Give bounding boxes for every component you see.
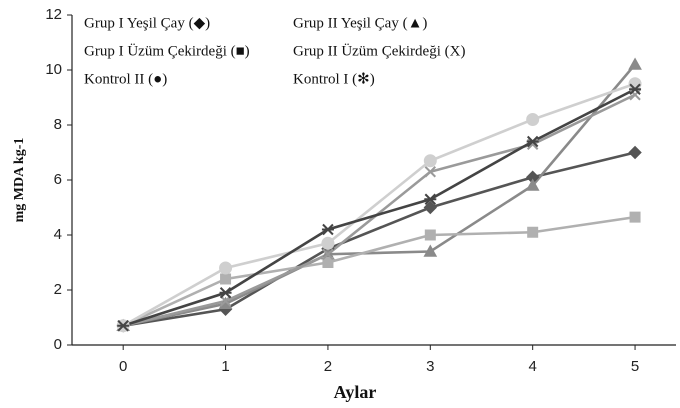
marker <box>424 166 437 178</box>
marker <box>423 154 437 168</box>
marker <box>526 113 540 126</box>
x-tick-label: 5 <box>631 358 639 375</box>
legend-label: Grup I Yeşil Çay (◆) <box>84 15 210 31</box>
y-tick-label: 10 <box>45 61 62 78</box>
x-tick-label: 0 <box>119 358 127 375</box>
marker <box>423 200 438 215</box>
marker <box>629 211 641 223</box>
series-line <box>122 82 636 327</box>
series-line <box>122 151 636 328</box>
marker <box>117 320 130 332</box>
legend-label: Grup II Üzüm Çekirdeği (X) <box>293 42 465 59</box>
marker <box>321 223 334 236</box>
marker <box>525 178 540 191</box>
legend-label: Grup II Yeşil Çay (▲) <box>293 15 427 31</box>
marker <box>527 226 539 238</box>
y-axis-label: mg MDA kg-1 <box>12 138 27 223</box>
x-tick-label: 3 <box>426 358 434 375</box>
series-line <box>122 215 636 327</box>
x-tick-label: 2 <box>324 358 332 375</box>
x-tick-label: 4 <box>529 358 537 375</box>
marker <box>321 236 335 250</box>
marker <box>628 57 642 70</box>
marker <box>219 295 232 307</box>
y-tick-label: 12 <box>45 6 62 23</box>
marker <box>628 145 642 160</box>
legend-label: Kontrol I (✻) <box>293 71 375 87</box>
marker <box>219 287 232 299</box>
y-tick-label: 8 <box>54 116 62 133</box>
legend-label: Kontrol II (●) <box>84 71 167 87</box>
y-tick-label: 2 <box>54 281 62 298</box>
series-line <box>122 88 636 327</box>
marker <box>423 244 438 257</box>
y-tick-label: 0 <box>54 336 62 353</box>
marker <box>424 193 437 205</box>
y-tick-label: 4 <box>54 226 62 243</box>
x-axis-label: Aylar <box>334 382 377 402</box>
marker <box>629 83 642 95</box>
legend-label: Grup I Üzüm Çekirdeği (■) <box>84 42 250 59</box>
y-tick-label: 6 <box>54 171 62 188</box>
marker <box>220 273 232 285</box>
series-line <box>122 93 636 328</box>
series-line <box>122 63 637 328</box>
marker <box>219 261 233 275</box>
marker <box>424 229 436 241</box>
marker <box>526 135 539 148</box>
marker <box>629 89 641 101</box>
x-tick-label: 1 <box>221 358 229 375</box>
marker <box>322 248 334 260</box>
marker <box>322 257 334 268</box>
